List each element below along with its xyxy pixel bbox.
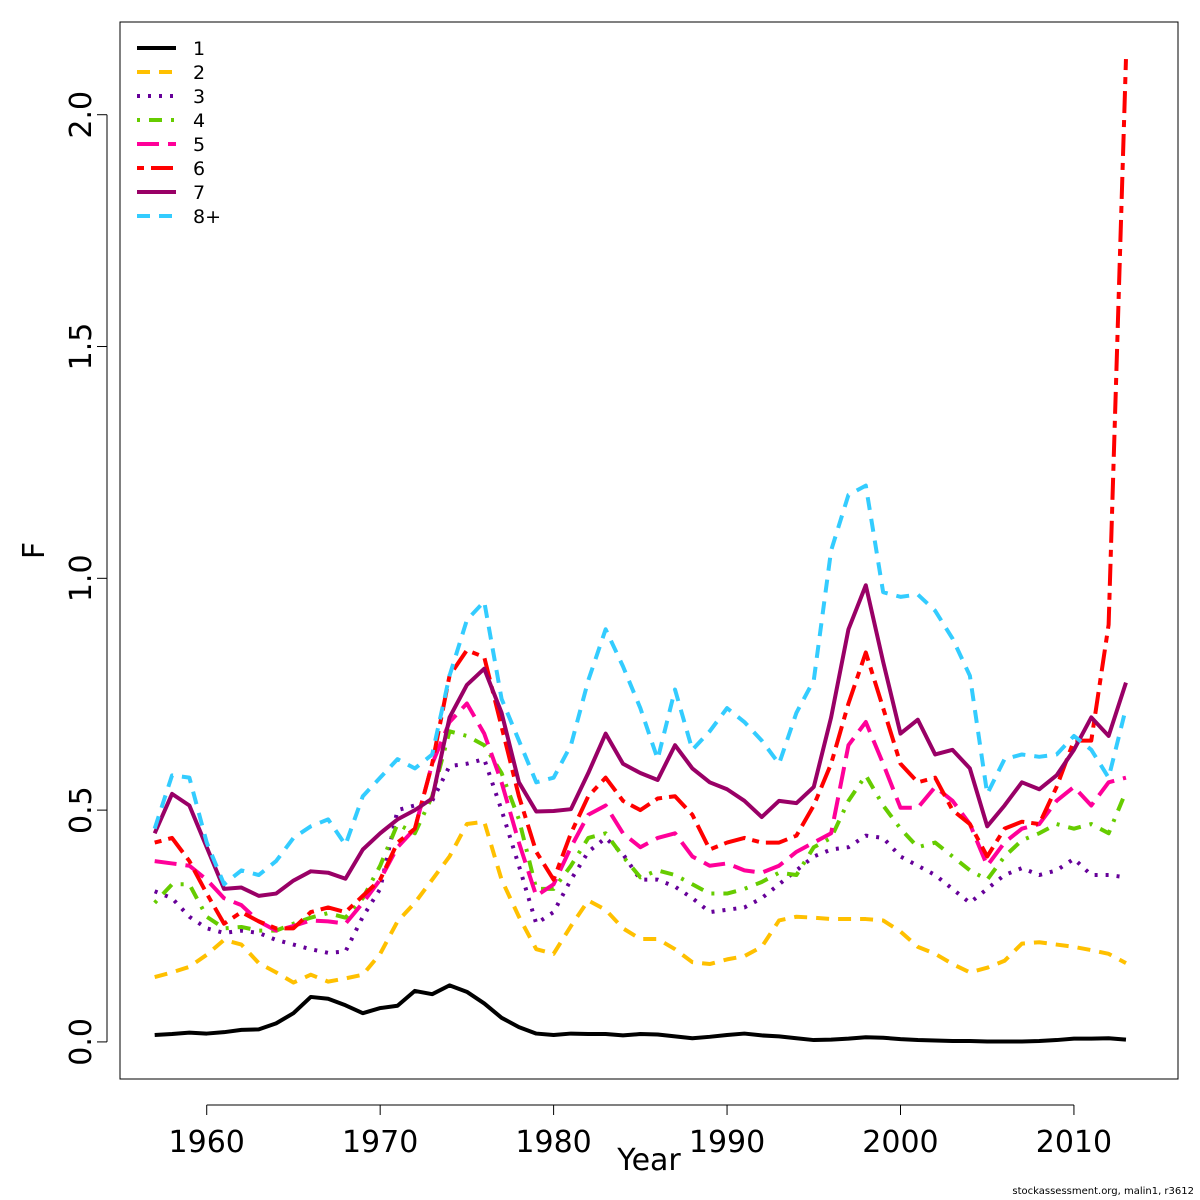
y-axis-label: F [17, 542, 52, 559]
series-line-7 [152, 583, 1128, 898]
series-line-5 [154, 701, 1127, 933]
series-lines [152, 59, 1128, 1044]
y-tick-label: 2.0 [64, 91, 99, 139]
x-tick-label: 2000 [862, 1125, 938, 1160]
legend-label: 1 [193, 38, 205, 60]
series-line-8plus [152, 483, 1128, 887]
axes: 1960 1970 1980 1990 2000 2010 0.0 0.5 1.0 1.5 2.0 [64, 91, 1112, 1160]
x-tick-label: 1960 [169, 1125, 245, 1160]
plot-frame [119, 21, 1179, 1080]
footer-credit: stockassessment.org, malin1, r3612 [1012, 1186, 1194, 1197]
legend-label: 6 [193, 158, 205, 180]
legend-label: 8+ [193, 206, 221, 228]
x-tick-label: 1970 [342, 1125, 418, 1160]
legend-label: 7 [193, 182, 205, 204]
legend-label: 3 [193, 86, 205, 108]
series-line-6 [154, 59, 1128, 931]
legend-label: 4 [193, 110, 205, 132]
y-tick-label: 1.0 [64, 554, 99, 602]
x-tick-label: 1990 [689, 1125, 765, 1160]
legend-label: 2 [193, 62, 205, 84]
legend-label: 5 [193, 134, 205, 156]
x-tick-label: 1980 [515, 1125, 591, 1160]
series-line-3 [153, 757, 1127, 955]
x-tick-label: 2010 [1036, 1125, 1112, 1160]
x-axis-label: Year [616, 1143, 681, 1178]
y-tick-label: 0.5 [64, 786, 99, 834]
y-tick-label: 0.0 [64, 1018, 99, 1066]
series-line-4 [153, 729, 1128, 933]
y-tick-label: 1.5 [64, 323, 99, 371]
series-line-2 [154, 819, 1127, 985]
series-line-1 [154, 983, 1127, 1044]
